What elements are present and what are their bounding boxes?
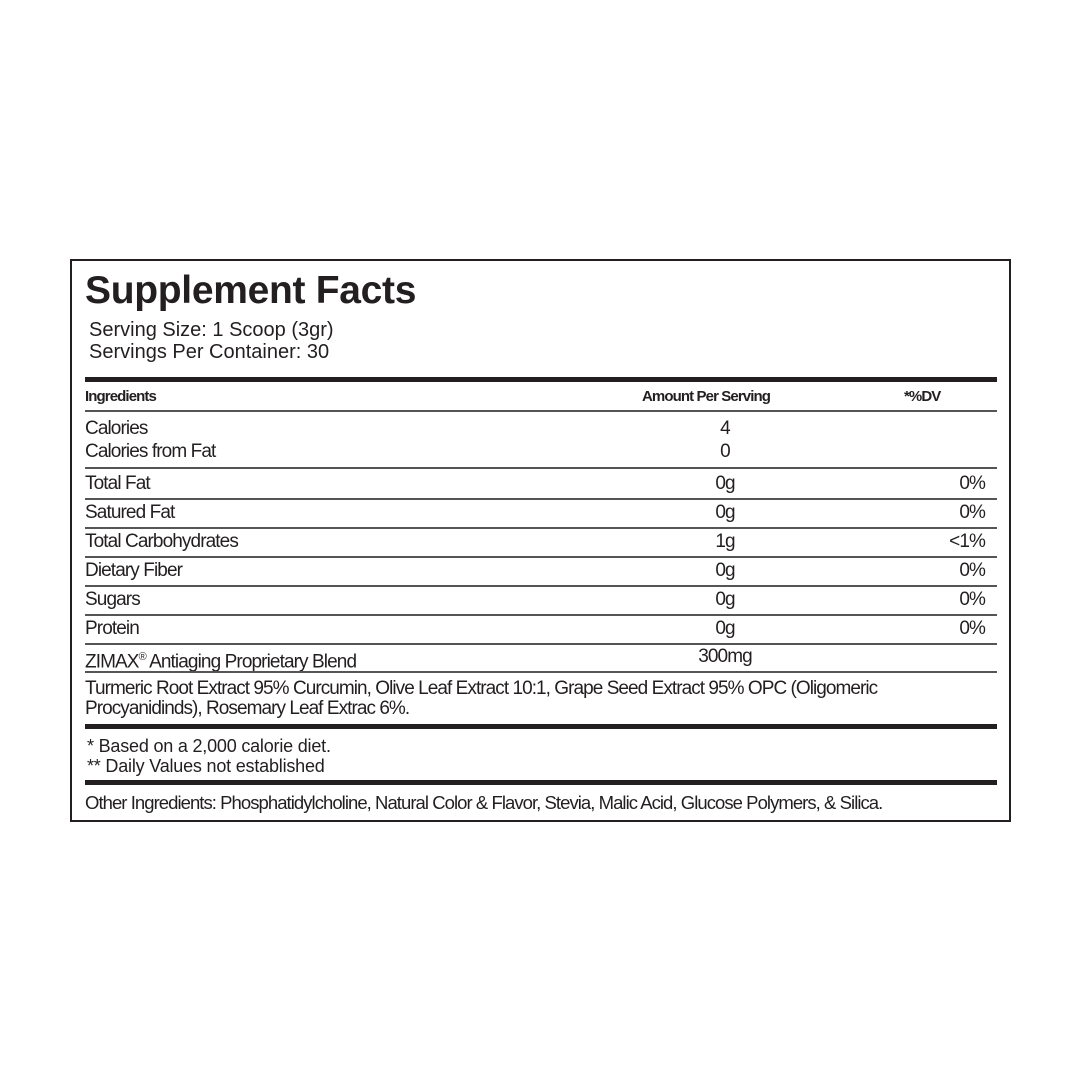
header-dv: *%DV <box>904 388 941 405</box>
nutrient-amount: 0g <box>715 589 735 610</box>
nutrient-dv: 0% <box>959 560 986 581</box>
nutrient-amount: 0g <box>715 502 735 523</box>
nutrient-dv: 0% <box>959 589 986 610</box>
serving-size: Serving Size: 1 Scoop (3gr) <box>89 319 334 341</box>
header-ingredients: Ingredients <box>85 388 157 405</box>
divider <box>85 614 997 616</box>
divider <box>85 527 997 529</box>
nutrient-amount: 0g <box>715 473 735 494</box>
nutrient-name: Total Carbohydrates <box>85 531 239 552</box>
divider <box>85 671 997 673</box>
other-ingredients: Other Ingredients: Phosphatidylcholine, … <box>85 792 883 813</box>
nutrient-name: Satured Fat <box>85 502 175 523</box>
nutrient-dv: 0% <box>959 473 986 494</box>
divider <box>85 410 997 412</box>
divider-thick <box>85 377 997 382</box>
blend-ingredients-line-1: Turmeric Root Extract 95% Curcumin, Oliv… <box>85 678 878 699</box>
servings-per-container: Servings Per Container: 30 <box>89 341 330 363</box>
calories-label: Calories <box>85 418 148 439</box>
blend-brand: ZIMAX <box>85 651 139 673</box>
divider <box>85 498 997 500</box>
nutrient-dv: 0% <box>959 618 986 639</box>
blend-name: ZIMAX® Antiaging Proprietary Blend <box>85 646 357 673</box>
calories-from-fat-amount: 0 <box>720 441 731 462</box>
nutrient-amount: 1g <box>715 531 735 552</box>
panel-title: Supplement Facts <box>85 269 417 312</box>
divider <box>85 643 997 645</box>
nutrient-name: Dietary Fiber <box>85 560 183 581</box>
calories-amount: 4 <box>720 418 731 439</box>
divider-thick <box>85 724 997 729</box>
nutrient-name: Total Fat <box>85 473 151 494</box>
footnote-not-established: ** Daily Values not established <box>87 756 325 776</box>
divider <box>85 585 997 587</box>
blend-ingredients-line-2: Procyanidinds), Rosemary Leaf Extrac 6%. <box>85 698 410 719</box>
nutrient-amount: 0g <box>715 560 735 581</box>
header-amount: Amount Per Serving <box>642 388 771 405</box>
blend-amount: 300mg <box>698 646 753 667</box>
nutrient-dv: 0% <box>959 502 986 523</box>
divider <box>85 556 997 558</box>
supplement-facts-panel: Supplement Facts Serving Size: 1 Scoop (… <box>70 259 1011 822</box>
calories-from-fat-label: Calories from Fat <box>85 441 216 462</box>
divider-thick <box>85 780 997 785</box>
nutrient-name: Sugars <box>85 589 141 610</box>
divider <box>85 467 997 469</box>
nutrient-name: Protein <box>85 618 140 639</box>
nutrient-dv: <1% <box>949 531 986 552</box>
blend-label: Antiaging Proprietary Blend <box>145 651 357 673</box>
nutrient-amount: 0g <box>715 618 735 639</box>
footnote-daily-value: * Based on a 2,000 calorie diet. <box>87 736 331 756</box>
registered-mark: ® <box>138 651 147 663</box>
